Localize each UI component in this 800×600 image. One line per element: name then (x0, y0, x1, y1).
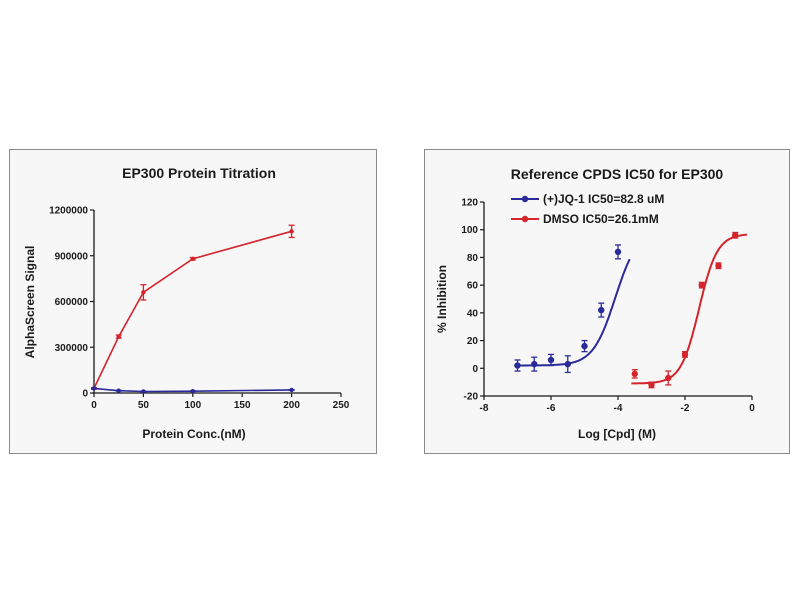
y-tick-label: 40 (467, 308, 479, 319)
data-point-1-1 (732, 232, 739, 239)
x-tick-label: 150 (234, 400, 251, 411)
y-tick-label: 600000 (55, 297, 89, 308)
chart-panel-protein-titration: EP300 Protein Titration Protein Conc.(nM… (9, 149, 377, 454)
y-tick-label: 0 (82, 389, 88, 400)
data-point-0-1 (116, 388, 121, 393)
legend-marker-jq1 (521, 195, 529, 203)
data-point-0-1 (190, 388, 195, 394)
data-point-1-0 (581, 342, 588, 350)
chart-title: EP300 Protein Titration (122, 165, 276, 181)
data-point-1-1 (631, 370, 638, 378)
data-point-0-0 (190, 256, 195, 261)
data-point-1-0 (547, 356, 555, 364)
x-tick-label: 0 (91, 400, 97, 411)
x-tick-label: 250 (333, 400, 350, 411)
series-line-0-0 (93, 230, 292, 389)
legend-label-jq1: (+)JQ-1 IC50=82.8 uM (543, 192, 664, 206)
y-axis-label: % Inhibition (435, 265, 449, 333)
data-point-1-1 (665, 374, 672, 382)
y-tick-label: 120 (461, 198, 478, 209)
fit-curve-1-0 (514, 258, 631, 367)
data-point-1-0 (598, 306, 605, 314)
y-tick-label: 100 (461, 225, 478, 236)
data-point-0-1 (289, 387, 294, 393)
data-point-1-1 (715, 262, 722, 269)
x-tick-label: 50 (138, 400, 150, 411)
data-point-1-0 (531, 360, 538, 368)
data-point-1-0 (514, 362, 521, 369)
legend-marker-dmso (521, 215, 529, 223)
x-tick-label: -2 (681, 403, 690, 414)
x-axis-label: Protein Conc.(nM) (142, 427, 245, 441)
chart-ic50: Reference CPDS IC50 for EP300 Log [Cpd] … (435, 166, 755, 441)
data-point-0-1 (141, 389, 146, 394)
y-tick-label: 20 (467, 336, 479, 347)
data-point-0-1 (91, 386, 97, 391)
y-axis-label: AlphaScreen Signal (23, 246, 37, 359)
data-point-0-0 (289, 229, 294, 234)
x-tick-label: -8 (480, 403, 489, 414)
legend-label-dmso: DMSO IC50=26.1mM (543, 212, 659, 226)
y-tick-label: 60 (467, 281, 479, 292)
y-tick-label: -20 (464, 392, 479, 403)
y-tick-label: 0 (472, 364, 478, 375)
chart-panel-ic50: Reference CPDS IC50 for EP300 Log [Cpd] … (424, 149, 790, 454)
data-point-1-1 (648, 381, 655, 389)
data-point-1-0 (564, 360, 571, 368)
y-tick-label: 900000 (55, 251, 89, 262)
y-tick-label: 1200000 (49, 206, 88, 217)
data-point-1-1 (681, 351, 689, 358)
y-tick-label: 80 (467, 253, 479, 264)
x-tick-label: -4 (614, 403, 623, 414)
x-tick-label: 0 (749, 403, 755, 414)
x-axis-label: Log [Cpd] (M) (578, 427, 656, 441)
legend: (+)JQ-1 IC50=82.8 uM DMSO IC50=26.1mM (511, 192, 664, 226)
data-point-0-0 (116, 334, 121, 339)
fit-curve-1-1 (631, 233, 748, 385)
x-tick-label: -6 (547, 403, 556, 414)
chart-protein-titration: EP300 Protein Titration Protein Conc.(nM… (23, 165, 350, 441)
data-point-1-0 (614, 248, 622, 256)
data-point-0-0 (141, 290, 146, 295)
y-tick-label: 300000 (55, 343, 89, 354)
chart-title: Reference CPDS IC50 for EP300 (511, 166, 724, 182)
data-point-1-1 (698, 281, 705, 289)
x-tick-label: 200 (283, 400, 300, 411)
x-tick-label: 100 (184, 400, 201, 411)
